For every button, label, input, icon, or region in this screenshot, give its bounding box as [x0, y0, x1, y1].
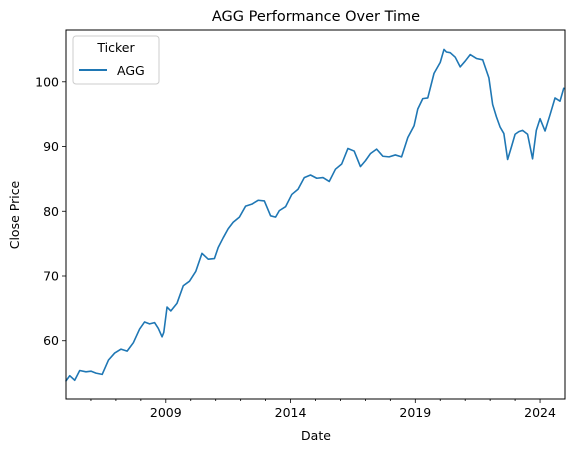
y-tick-label: 80 — [43, 204, 59, 219]
y-tick-label: 90 — [43, 139, 59, 154]
y-tick-label: 70 — [43, 269, 59, 284]
y-tick-label: 60 — [43, 333, 59, 348]
y-axis: 60 70 80 90 100 — [35, 74, 66, 348]
y-tick-label: 100 — [35, 74, 59, 89]
plot-area — [65, 48, 565, 382]
x-tick-label: 2009 — [150, 405, 182, 420]
x-tick-label: 2014 — [275, 405, 307, 420]
series-line-agg — [65, 48, 565, 382]
y-axis-label: Close Price — [7, 180, 22, 249]
x-axis-label: Date — [301, 428, 331, 443]
x-tick-label: 2019 — [399, 405, 431, 420]
chart-title: AGG Performance Over Time — [212, 9, 420, 25]
legend: Ticker AGG — [72, 35, 160, 85]
x-tick-label: 2024 — [524, 405, 556, 420]
legend-box — [72, 35, 160, 85]
legend-title: Ticker — [96, 40, 135, 55]
legend-entry-agg: AGG — [117, 63, 145, 78]
x-axis: 2009 2014 2019 2024 — [90, 399, 556, 420]
